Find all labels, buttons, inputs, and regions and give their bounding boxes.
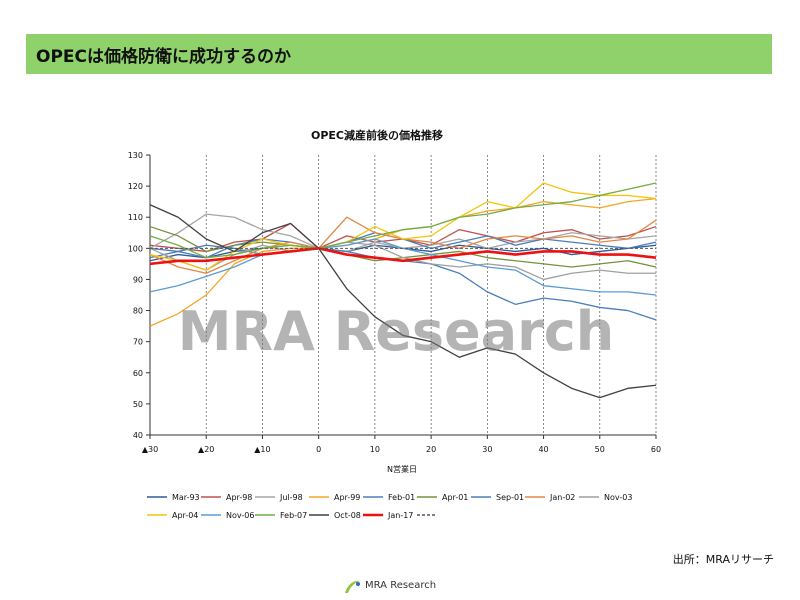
y-tick-label: 110 <box>128 213 143 222</box>
y-tick-label: 130 <box>128 151 143 160</box>
legend-label: Jan-17 <box>387 511 413 520</box>
footer-brand: MRA Research <box>365 580 437 591</box>
legend-label: Jan-02 <box>549 493 575 502</box>
y-tick-label: 120 <box>128 182 143 191</box>
legend-label: Apr-04 <box>172 511 198 520</box>
legend-label: Sep-01 <box>496 493 524 502</box>
mra-logo-icon <box>345 580 360 593</box>
source-note: 出所：MRAリサーチ <box>672 553 774 566</box>
x-axis-label: N営業日 <box>387 464 417 474</box>
legend-label: Apr-99 <box>334 493 360 502</box>
y-tick-label: 60 <box>133 369 143 378</box>
chart-axes: 40 50 60 70 80 90 100 110 120 130 ▲30 ▲20 ▲10 0 10 20 30… <box>128 151 661 454</box>
x-tick-label: ▲10 <box>254 445 270 454</box>
legend-label: Oct-08 <box>334 511 361 520</box>
x-tick-label: 0 <box>316 445 321 454</box>
y-tick-label: 40 <box>133 431 143 440</box>
x-tick-label: 60 <box>651 445 661 454</box>
legend-label: Apr-01 <box>442 493 468 502</box>
chart-legend: Mar-93 Apr-98 Jul-98 Apr-99 Feb-01 Apr-01 Sep-… <box>147 493 632 520</box>
legend-label: Nov-06 <box>226 511 254 520</box>
series-line-feb-07 <box>149 182 657 259</box>
x-tick-label: ▲30 <box>142 445 158 454</box>
x-tick-label: ▲20 <box>198 445 214 454</box>
chart-title: OPEC減産前後の価格推移 <box>311 128 443 142</box>
chart-watermark: MRA Research <box>178 300 614 363</box>
y-tick-label: 50 <box>133 400 143 409</box>
legend-label: Apr-98 <box>226 493 252 502</box>
slide-title: OPECは価格防衛に成功するのか <box>36 47 291 67</box>
y-tick-label: 80 <box>133 307 143 316</box>
title-banner: OPECは価格防衛に成功するのか <box>26 34 772 74</box>
chart-grid <box>205 155 657 435</box>
legend-label: Jul-98 <box>279 493 303 502</box>
series-line-oct-08 <box>149 204 657 399</box>
y-tick-label: 90 <box>133 275 143 284</box>
legend-label: Nov-03 <box>604 493 632 502</box>
legend-label: Mar-93 <box>172 493 200 502</box>
x-tick-label: 30 <box>482 445 492 454</box>
x-tick-label: 20 <box>426 445 436 454</box>
legend-label: Feb-01 <box>388 493 415 502</box>
x-tick-label: 10 <box>370 445 380 454</box>
y-tick-label: 70 <box>133 338 143 347</box>
y-tick-label: 100 <box>128 244 143 253</box>
legend-label: Feb-07 <box>280 511 307 520</box>
series-line-jan-17 <box>149 247 657 266</box>
x-tick-label: 50 <box>595 445 605 454</box>
x-tick-label: 40 <box>538 445 548 454</box>
chart-series <box>149 182 657 399</box>
